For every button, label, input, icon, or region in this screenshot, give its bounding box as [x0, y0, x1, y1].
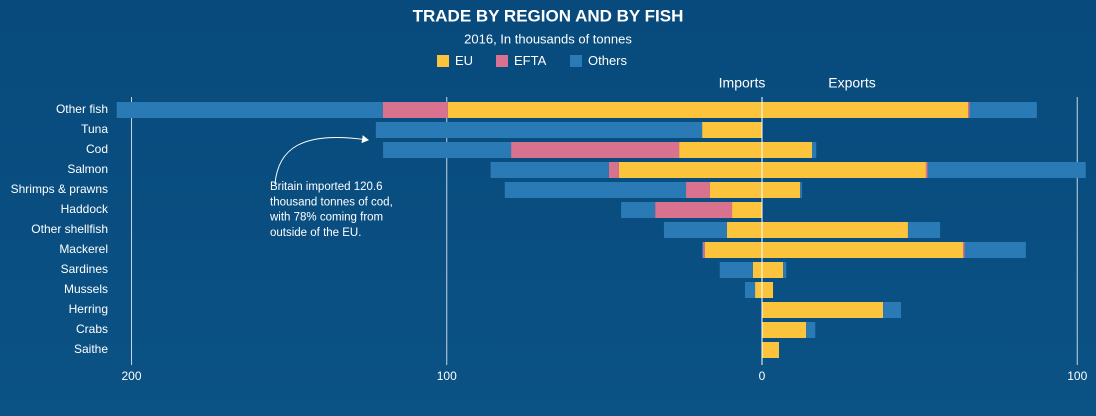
annotation-text: Britain imported 120.6: [270, 181, 383, 193]
export-bar: [969, 102, 1037, 118]
chart-title: TRADE BY REGION AND BY FISH: [413, 6, 684, 25]
import-bar: [686, 182, 710, 198]
exports-label: Exports: [828, 75, 875, 91]
x-tick-label: 200: [122, 369, 142, 383]
export-bar: [762, 322, 807, 338]
export-bar: [800, 182, 803, 198]
legend-label: Others: [588, 53, 628, 68]
category-label: Crabs: [76, 322, 108, 336]
import-bar: [116, 102, 383, 118]
import-bar: [704, 242, 762, 258]
import-bar: [504, 182, 687, 198]
category-label: Cod: [86, 142, 108, 156]
import-bar: [679, 142, 762, 158]
import-bar: [511, 142, 680, 158]
export-bar: [762, 162, 926, 178]
export-bar: [762, 182, 801, 198]
category-label: Other shellfish: [31, 222, 108, 236]
import-bar: [655, 202, 733, 218]
import-bar: [744, 282, 756, 298]
export-bar: [762, 242, 964, 258]
import-bar: [618, 162, 762, 178]
export-bar: [883, 302, 902, 318]
category-label: Herring: [69, 302, 108, 316]
export-bar: [907, 222, 941, 238]
import-bar: [663, 222, 728, 238]
import-bar: [719, 262, 753, 278]
export-bar: [762, 342, 780, 358]
export-bar: [762, 282, 774, 298]
export-bar: [762, 302, 884, 318]
import-bar: [727, 222, 762, 238]
export-bar: [964, 242, 1026, 258]
category-label: Saithe: [74, 342, 108, 356]
x-tick-label: 100: [437, 369, 457, 383]
import-bar: [702, 122, 762, 138]
legend-label: EFTA: [514, 53, 547, 68]
imports-label: Imports: [719, 75, 766, 91]
import-bar: [447, 102, 762, 118]
export-bar: [812, 142, 817, 158]
x-tick-label: 0: [759, 369, 766, 383]
legend-label: EU: [455, 53, 473, 68]
annotation-text: thousand tonnes of cod,: [270, 196, 393, 208]
export-bar: [925, 162, 928, 178]
legend-swatch: [570, 55, 582, 67]
import-bar: [490, 162, 609, 178]
import-bar: [375, 122, 703, 138]
export-bar: [927, 162, 1086, 178]
legend-swatch: [496, 55, 508, 67]
import-bar: [709, 182, 762, 198]
import-bar: [732, 202, 762, 218]
category-label: Sardines: [61, 262, 108, 276]
import-bar: [703, 242, 705, 258]
annotation-arrow: [274, 135, 369, 185]
category-label: Other fish: [56, 102, 108, 116]
category-label: Shrimps & prawns: [11, 182, 108, 196]
annotation-text: outside of the EU.: [270, 227, 361, 239]
export-bar: [762, 262, 784, 278]
export-bar: [762, 222, 908, 238]
x-tick-label: 100: [1067, 369, 1087, 383]
annotation-text: with 78% coming from: [269, 212, 383, 224]
category-label: Mackerel: [59, 242, 108, 256]
legend-swatch: [437, 55, 449, 67]
chart-subtitle: 2016, In thousands of tonnes: [464, 31, 632, 46]
import-bar: [752, 262, 762, 278]
export-bar: [762, 142, 813, 158]
export-bar: [783, 262, 787, 278]
import-bar: [608, 162, 619, 178]
category-label: Mussels: [64, 282, 108, 296]
export-bar: [762, 102, 969, 118]
export-bar: [963, 242, 965, 258]
category-label: Haddock: [61, 202, 109, 216]
category-label: Tuna: [81, 122, 108, 136]
category-label: Salmon: [67, 162, 108, 176]
import-bar: [702, 242, 704, 258]
import-bar: [382, 102, 448, 118]
import-bar: [621, 202, 656, 218]
export-bar: [806, 322, 816, 338]
import-bar: [755, 282, 762, 298]
import-bar: [383, 142, 512, 158]
export-bar: [968, 102, 970, 118]
